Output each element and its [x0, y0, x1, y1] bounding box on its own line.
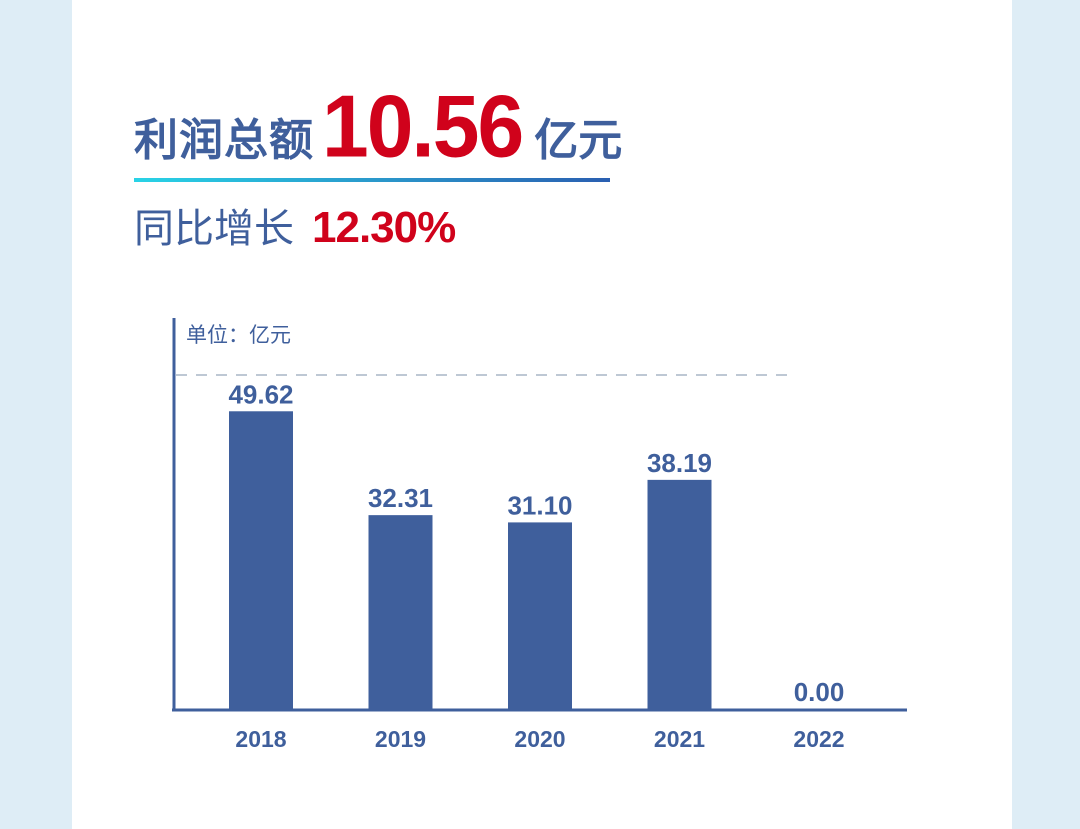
bars-group: 49.62 2018 32.31 2019 31.10 2020 38.19 2021 0.00… — [228, 379, 844, 752]
x-tick-label-2022: 2022 — [793, 726, 844, 752]
chart-unit-label: 单位：亿元 — [186, 323, 291, 347]
bar-value-label-2021: 38.19 — [647, 448, 712, 478]
bar-2018 — [229, 411, 293, 709]
growth-value: 12.30% — [312, 203, 456, 252]
profit-unit: 亿元 — [534, 115, 623, 166]
growth-label: 同比增长 — [134, 206, 294, 252]
profit-value: 10.56 — [322, 76, 524, 176]
bar-value-label-2019: 32.31 — [368, 483, 433, 513]
bar-value-label-2022: 0.00 — [794, 677, 845, 707]
x-tick-label-2018: 2018 — [235, 726, 286, 752]
x-tick-label-2021: 2021 — [654, 726, 705, 752]
growth-line: 同比增长 12.30% — [134, 196, 456, 254]
bar-2021 — [647, 479, 712, 709]
headline-divider — [134, 178, 610, 182]
bar-2020 — [508, 522, 572, 709]
x-tick-label-2019: 2019 — [375, 726, 426, 752]
x-tick-label-2020: 2020 — [514, 726, 565, 752]
bar-value-label-2020: 31.10 — [507, 490, 572, 520]
bar-value-label-2018: 49.62 — [228, 379, 293, 409]
profit-headline: 利润总额 10.56 亿元 — [134, 76, 623, 176]
bar-2019 — [368, 515, 433, 709]
profit-label: 利润总额 — [134, 115, 314, 166]
